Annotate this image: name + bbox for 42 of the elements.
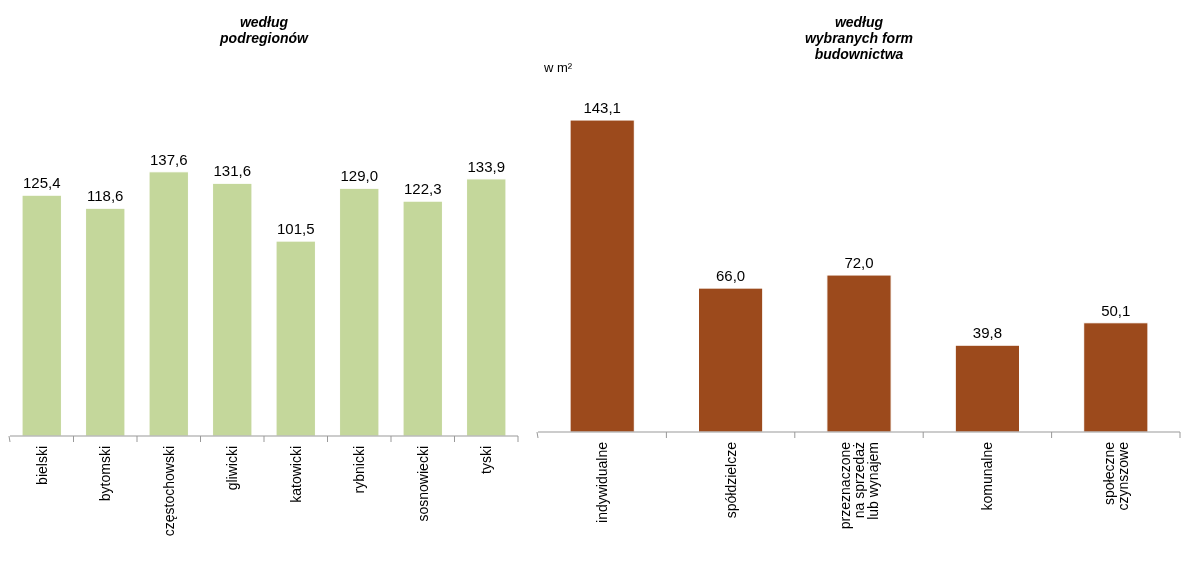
chart-title: według podregionów [219,13,310,46]
bar [466,178,507,437]
bar [954,344,1020,433]
bar [569,119,635,433]
x-tick-label: komunalne [979,441,996,511]
x-tick-label: indywidualne [594,441,611,523]
bar [698,287,764,433]
x-tick-label: sosnowiecki [414,446,431,522]
bar [148,171,189,437]
x-tick-label: częstochowski [160,446,177,537]
data-label: 137,6 [149,150,188,168]
bar [275,240,316,437]
data-label: 118,6 [87,187,124,205]
data-label: 72,0 [844,254,874,272]
chart-title: według wybranych form budownictwa [804,13,914,62]
bar [402,200,443,437]
data-label: 122,3 [403,180,442,198]
bar [212,182,253,437]
x-tick-label: tyski [478,446,495,474]
data-label: 39,8 [972,324,1002,342]
bar [339,187,380,437]
data-label: 50,1 [1101,301,1131,319]
x-tick-label: spółdzielcze [722,441,739,519]
data-label: 133,9 [467,157,506,175]
bar [1083,322,1149,433]
y-axis-title: w m² [542,60,573,75]
data-label: 66,0 [716,267,746,285]
x-tick-label: gliwicki [224,446,241,491]
x-tick-label: rybnicki [351,446,368,494]
data-label: 129,0 [340,167,379,185]
x-tick-label: społeczne czynszowe [1100,441,1131,511]
data-label: 101,5 [276,220,315,238]
x-tick-label: bielski [33,446,50,485]
data-label: 131,6 [213,162,252,180]
bar [21,194,62,437]
bar [826,274,892,433]
bar [85,207,126,437]
x-tick-label: katowicki [287,446,304,503]
x-tick-label: bytomski [97,446,114,502]
data-label: 143,1 [583,99,621,117]
data-label: 125,4 [22,174,61,192]
x-tick-label: przeznaczone na sprzedaż lub wynajem [837,441,881,530]
